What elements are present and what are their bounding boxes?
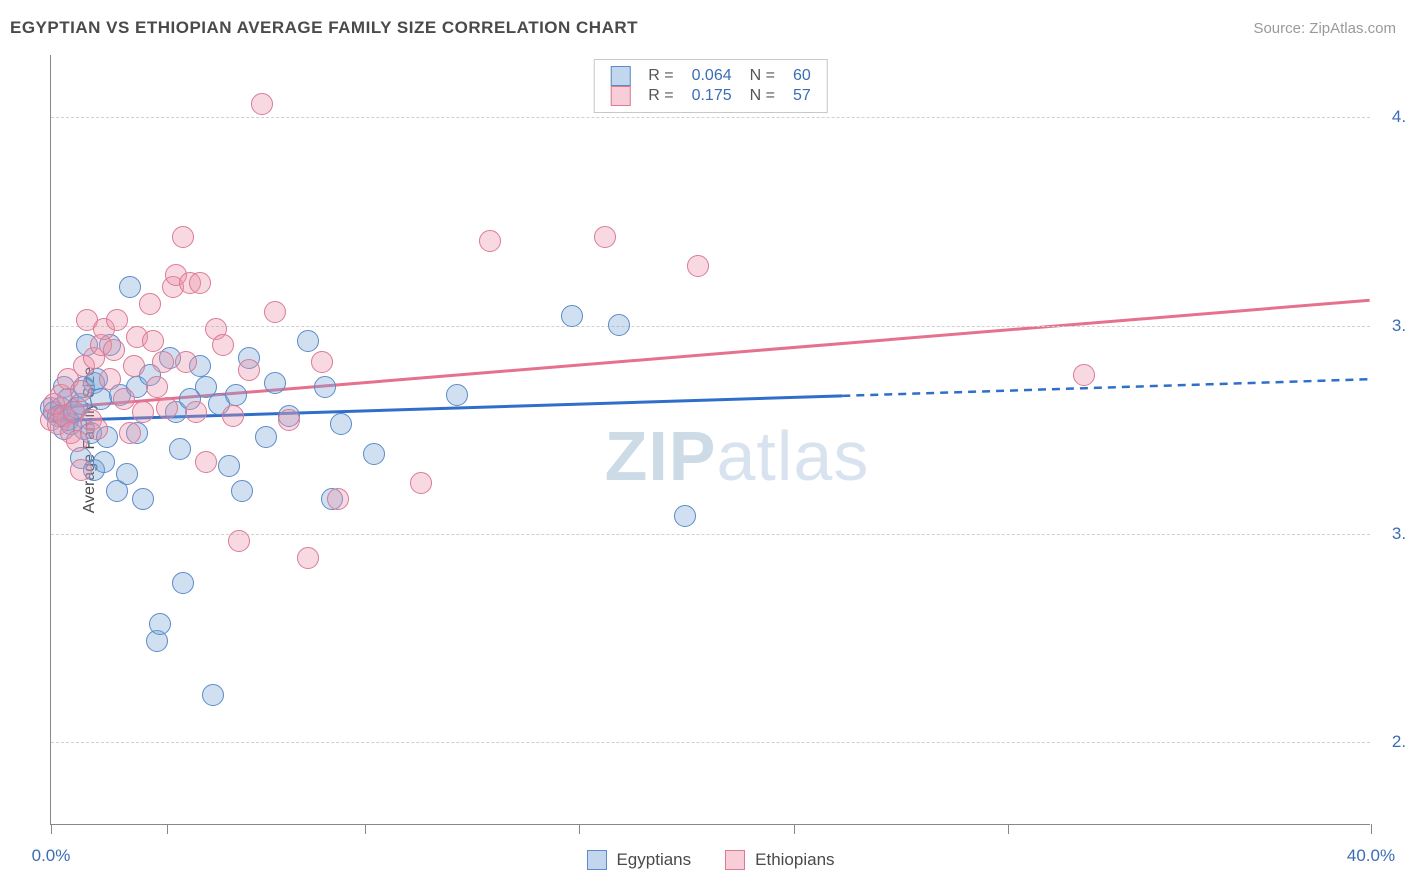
data-point-a xyxy=(446,384,468,406)
data-point-a xyxy=(119,276,141,298)
data-point-a xyxy=(149,613,171,635)
chart-header: EGYPTIAN VS ETHIOPIAN AVERAGE FAMILY SIZ… xyxy=(10,18,1396,38)
gridline-h xyxy=(51,117,1370,118)
swatch-egyptians-icon xyxy=(586,850,606,870)
x-tick-label: 0.0% xyxy=(32,846,71,866)
swatch-egyptians xyxy=(610,66,630,86)
data-point-b xyxy=(106,309,128,331)
data-point-b xyxy=(238,359,260,381)
data-point-b xyxy=(66,430,88,452)
data-point-b xyxy=(251,93,273,115)
data-point-b xyxy=(175,351,197,373)
x-tick xyxy=(1371,824,1372,834)
data-point-b xyxy=(103,339,125,361)
data-point-b xyxy=(222,405,244,427)
swatch-ethiopians-icon xyxy=(725,850,745,870)
legend-correlation: R = 0.064 N = 60 R = 0.175 N = 57 xyxy=(593,59,828,113)
data-point-a xyxy=(674,505,696,527)
data-point-b xyxy=(123,355,145,377)
data-point-a xyxy=(225,384,247,406)
data-point-b xyxy=(278,409,300,431)
data-point-a xyxy=(172,572,194,594)
scatter-plot: Average Family Size ZIPatlas R = 0.064 N… xyxy=(50,55,1370,825)
data-point-b xyxy=(99,368,121,390)
legend-series: Egyptians Ethiopians xyxy=(586,850,834,870)
data-point-a xyxy=(363,443,385,465)
data-point-b xyxy=(119,422,141,444)
data-point-b xyxy=(594,226,616,248)
gridline-h xyxy=(51,326,1370,327)
x-tick xyxy=(579,824,580,834)
data-point-a xyxy=(93,451,115,473)
data-point-a xyxy=(132,488,154,510)
legend-item-egyptians: Egyptians xyxy=(586,850,691,870)
data-point-b xyxy=(264,301,286,323)
data-point-a xyxy=(90,388,112,410)
gridline-h xyxy=(51,534,1370,535)
legend-row-ethiopians: R = 0.175 N = 57 xyxy=(610,86,811,106)
data-point-b xyxy=(228,530,250,552)
x-tick xyxy=(51,824,52,834)
data-point-a xyxy=(255,426,277,448)
x-tick xyxy=(365,824,366,834)
data-point-a xyxy=(297,330,319,352)
chart-title: EGYPTIAN VS ETHIOPIAN AVERAGE FAMILY SIZ… xyxy=(10,18,638,38)
swatch-ethiopians xyxy=(610,86,630,106)
data-point-b xyxy=(142,330,164,352)
data-point-b xyxy=(113,388,135,410)
y-tick-label: 3.00 xyxy=(1375,524,1406,544)
data-point-b xyxy=(327,488,349,510)
data-point-a xyxy=(231,480,253,502)
x-tick xyxy=(794,824,795,834)
data-point-b xyxy=(156,397,178,419)
data-point-b xyxy=(132,401,154,423)
data-point-b xyxy=(172,226,194,248)
data-point-b xyxy=(152,351,174,373)
data-point-b xyxy=(70,459,92,481)
data-point-a xyxy=(330,413,352,435)
legend-item-ethiopians: Ethiopians xyxy=(725,850,834,870)
data-point-a xyxy=(608,314,630,336)
data-point-b xyxy=(410,472,432,494)
data-point-a xyxy=(218,455,240,477)
data-point-a xyxy=(264,372,286,394)
data-point-a xyxy=(116,463,138,485)
data-point-b xyxy=(212,334,234,356)
data-point-b xyxy=(687,255,709,277)
data-point-b xyxy=(185,401,207,423)
data-point-b xyxy=(146,376,168,398)
x-tick xyxy=(1008,824,1009,834)
data-point-b xyxy=(479,230,501,252)
y-tick-label: 4.00 xyxy=(1375,107,1406,127)
gridline-h xyxy=(51,742,1370,743)
x-tick xyxy=(167,824,168,834)
y-tick-label: 2.50 xyxy=(1375,732,1406,752)
data-point-a xyxy=(202,684,224,706)
watermark: ZIPatlas xyxy=(605,416,870,496)
data-point-b xyxy=(297,547,319,569)
data-point-b xyxy=(195,451,217,473)
trend-lines xyxy=(51,55,1370,824)
data-point-a xyxy=(169,438,191,460)
y-tick-label: 3.50 xyxy=(1375,316,1406,336)
data-point-b xyxy=(1073,364,1095,386)
source-attribution: Source: ZipAtlas.com xyxy=(1253,20,1396,37)
data-point-b xyxy=(139,293,161,315)
legend-row-egyptians: R = 0.064 N = 60 xyxy=(610,66,811,86)
data-point-a xyxy=(314,376,336,398)
data-point-a xyxy=(561,305,583,327)
data-point-b xyxy=(311,351,333,373)
data-point-b xyxy=(189,272,211,294)
x-tick-label: 40.0% xyxy=(1347,846,1395,866)
data-point-b xyxy=(86,418,108,440)
data-point-b xyxy=(70,380,92,402)
